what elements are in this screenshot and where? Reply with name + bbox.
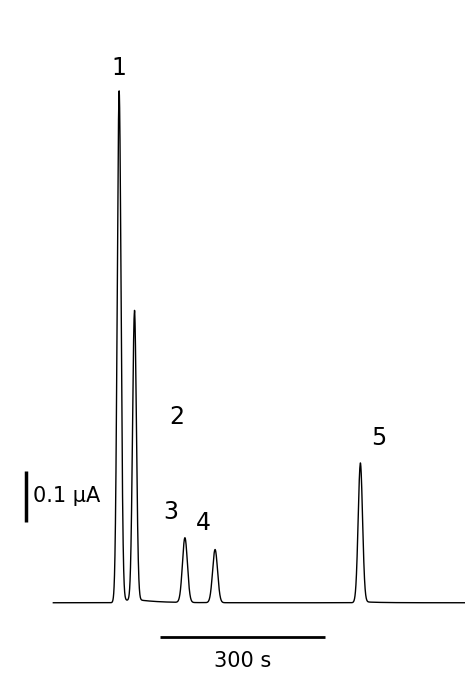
Text: 1: 1: [112, 57, 127, 80]
Text: 4: 4: [196, 511, 211, 534]
Text: 2: 2: [169, 406, 184, 429]
Text: 0.1 μA: 0.1 μA: [33, 487, 100, 506]
Text: 5: 5: [371, 426, 386, 450]
Text: 300 s: 300 s: [214, 651, 271, 671]
Text: 3: 3: [164, 500, 179, 524]
